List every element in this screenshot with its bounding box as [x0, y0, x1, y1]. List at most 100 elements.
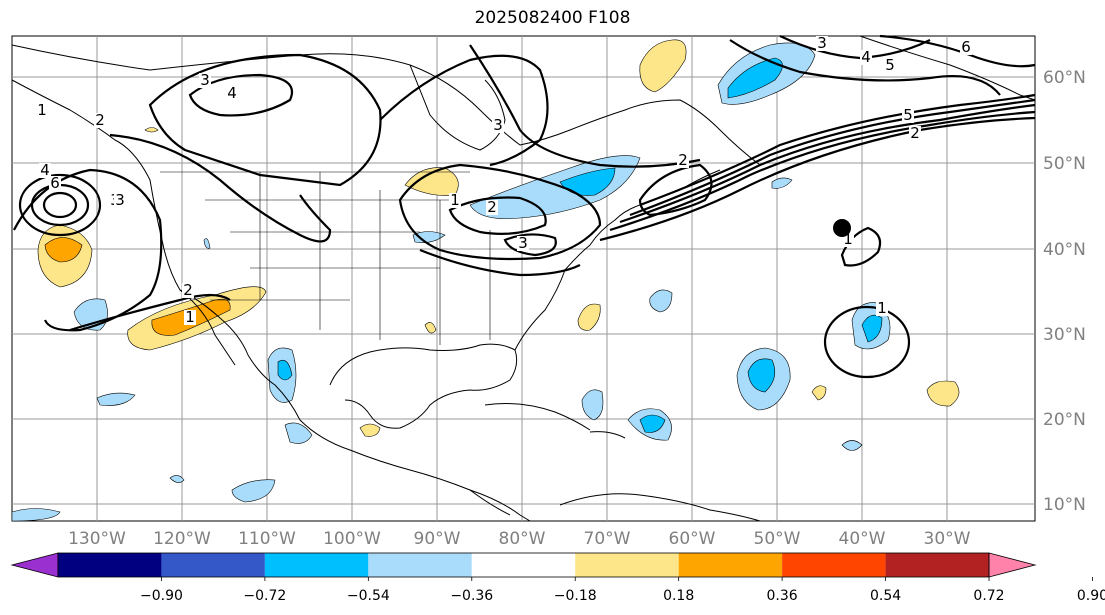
- negative-anomaly-small-2: [203, 238, 211, 249]
- contour-label: 4: [40, 161, 50, 179]
- colorbar-segment: [575, 553, 679, 577]
- hispaniola: [589, 431, 626, 439]
- negative-anomaly-pacific-5: [11, 508, 61, 522]
- positive-anomaly-pacific-core: [44, 237, 83, 263]
- negative-anomaly-pacific-3: [231, 479, 276, 503]
- latitude-label: 30°N: [1043, 325, 1086, 345]
- contour-label: 3: [200, 71, 210, 89]
- colorbar-segment: [885, 553, 989, 577]
- low-pacific-ring-3: [42, 191, 78, 219]
- colorbar-segment: [678, 553, 783, 577]
- colorbar-segment: [368, 553, 472, 577]
- contour-pacific-outer: [13, 168, 163, 332]
- contour-great-lakes-2: [448, 196, 547, 235]
- low-atlantic-1: [823, 305, 911, 379]
- contour-label: 1: [450, 191, 460, 209]
- contour-label: 2: [910, 124, 920, 142]
- negative-anomaly-pacific-2: [96, 392, 136, 406]
- negative-anomaly-caribbean-core: [639, 414, 666, 433]
- latitude-label: 40°N: [1043, 240, 1086, 260]
- contour-label: 4: [861, 48, 871, 66]
- storm-marker: [833, 219, 851, 237]
- low-pacific-ring-1: [18, 173, 102, 237]
- political-borders: [160, 171, 491, 345]
- longitude-label: 30°W: [924, 529, 971, 549]
- positive-anomaly-greenland: [639, 39, 687, 93]
- contour-labels: 12343643212313234565211: [36, 34, 972, 326]
- contour-atlantic-jet-1: [599, 116, 1036, 242]
- hudson-bay: [409, 64, 506, 151]
- colorbar-segment: [471, 553, 576, 577]
- colorbar-extend-min: [10, 552, 59, 578]
- negative-anomaly-bermuda: [649, 289, 673, 313]
- contour-northeast-1: [379, 54, 549, 167]
- contour-label: 2: [487, 198, 497, 216]
- negative-anomaly-great-lakes-core: [559, 167, 616, 196]
- contour-label: 1: [877, 299, 887, 317]
- colorbar-tick-label: 0.90: [1077, 588, 1105, 604]
- longitude-label: 100°W: [323, 529, 381, 549]
- contour-label: 6: [50, 174, 60, 192]
- longitude-labels: 130°W 120°W 110°W 100°W 90°W 80°W 70°W 60°W 50°W…: [68, 529, 971, 549]
- contours: [13, 34, 1036, 379]
- contour-label: 1: [37, 101, 47, 119]
- contour-atlantic-jet-3: [619, 103, 1036, 224]
- colorbar-tick-label: 0.36: [767, 588, 798, 604]
- colorbar: −0.90 −0.72 −0.54 −0.36 −0.18 0.18 0.36 0.54 0.7…: [10, 552, 1105, 604]
- contour-north-atlantic-1: [729, 39, 1001, 96]
- contour-label: 5: [903, 106, 913, 124]
- colorbar-tick-label: −0.54: [347, 588, 390, 604]
- contour-canada-outer: [148, 53, 382, 187]
- longitude-label: 80°W: [499, 529, 546, 549]
- contour-north-atlantic-2: [779, 35, 931, 60]
- contour-label: 2: [678, 151, 688, 169]
- contour-great-lakes-1: [398, 163, 602, 261]
- colorbar-tick-label: −0.72: [243, 588, 286, 604]
- contour-label: 2: [95, 111, 105, 129]
- latitude-label: 60°N: [1043, 68, 1086, 88]
- colorbar-tick-label: −0.18: [554, 588, 597, 604]
- cuba: [484, 403, 591, 431]
- contour-west-us: [109, 133, 332, 243]
- contour-mid-south: [419, 248, 581, 277]
- longitude-label: 110°W: [238, 529, 296, 549]
- longitude-label: 50°W: [754, 529, 801, 549]
- negative-anomaly-puerto-rico: [581, 389, 604, 421]
- contour-label: 2: [183, 281, 193, 299]
- contour-label: 4: [227, 84, 237, 102]
- negative-anomaly-subtropical-1-core: [747, 358, 776, 393]
- latitude-labels: 60°N 50°N 40°N 30°N 20°N 10°N: [1043, 68, 1086, 515]
- contour-northeast-2: [469, 44, 701, 168]
- negative-anomaly-pacific-4: [284, 422, 313, 444]
- colorbar-segment: [161, 553, 265, 577]
- colorbar-segment: [58, 553, 162, 577]
- contour-label: 5: [885, 56, 895, 74]
- colorbar-segment: [264, 553, 369, 577]
- colorbar-segment: [782, 553, 886, 577]
- contour-labrador-low: [638, 163, 713, 217]
- colorbar-tick-label: 0.54: [870, 588, 901, 604]
- contour-label: 6: [961, 38, 971, 56]
- contour-atlantic-jet-2: [609, 110, 1036, 232]
- contour-atlantic-jet-4: [629, 98, 1036, 217]
- colorbar-tick-label: −0.90: [140, 588, 183, 604]
- contour-label: 1: [843, 230, 853, 248]
- negative-anomaly-newfoundland: [771, 177, 793, 189]
- colorbar-tick-label: −0.36: [450, 588, 493, 604]
- canada-north: [11, 44, 761, 166]
- longitude-label: 90°W: [414, 529, 461, 549]
- contour-label: 3: [518, 234, 528, 252]
- longitude-label: 120°W: [153, 529, 211, 549]
- positive-anomaly-small-1: [144, 127, 159, 133]
- central-america: [469, 489, 531, 522]
- negative-anomaly-subtropical-2-core: [861, 314, 883, 343]
- map-frame: [11, 35, 1036, 522]
- baja-california: [179, 289, 236, 366]
- colorbar-tick-label: 0.18: [663, 588, 694, 604]
- latitude-label: 20°N: [1043, 410, 1086, 430]
- latitude-label: 10°N: [1043, 495, 1086, 515]
- south-america-north: [559, 493, 761, 522]
- negative-anomaly-pacific-6: [169, 475, 185, 483]
- contour-label: 3: [817, 34, 827, 52]
